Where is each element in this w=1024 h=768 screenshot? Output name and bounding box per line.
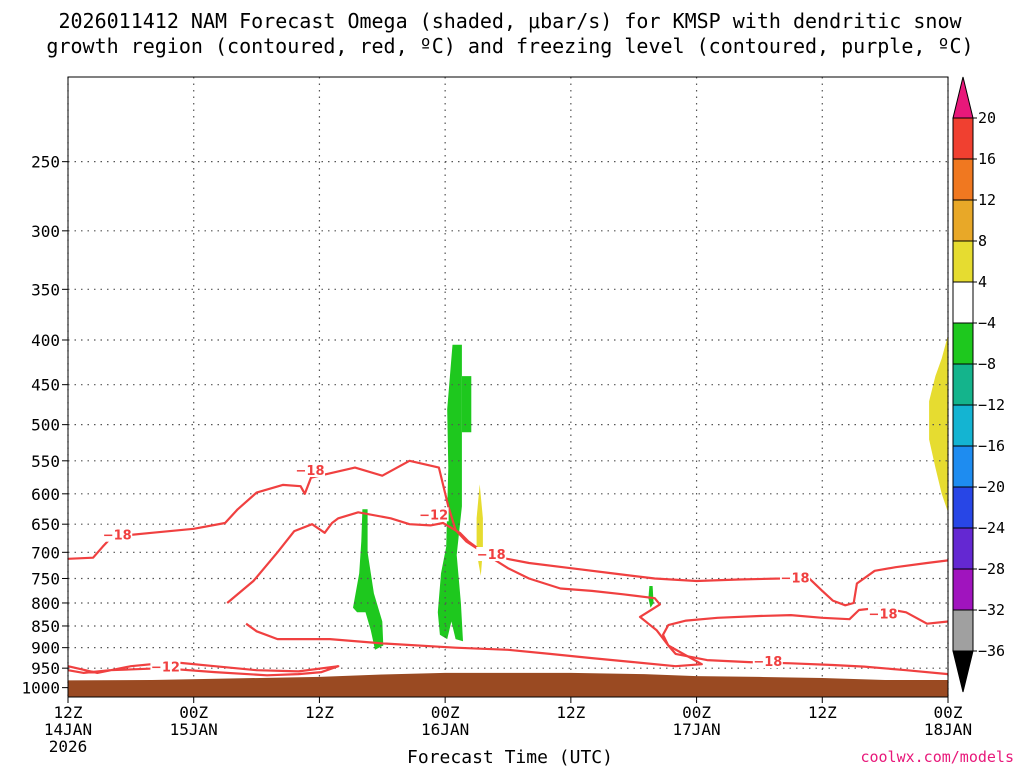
terrain	[68, 672, 948, 697]
y-tick-label-500: 500	[31, 416, 60, 435]
y-tick-label-1000: 1000	[21, 679, 60, 698]
y-tick-label-900: 900	[31, 639, 60, 658]
dgz-contour-0	[67, 459, 949, 607]
contour-label-2-0: −12	[419, 508, 448, 523]
y-tick-label-800: 800	[31, 594, 60, 613]
dgz-contour-2	[226, 511, 703, 668]
y-tick-label-400: 400	[31, 331, 60, 350]
colorbar-band-1	[952, 117, 974, 160]
y-tick-label-600: 600	[31, 485, 60, 504]
x-tick-label-0-0: 12Z	[54, 703, 83, 722]
contour-label-bg-4-0	[752, 654, 783, 669]
x-tick-label-48-0: 12Z	[556, 703, 585, 722]
colorbar-label-12: −32	[978, 601, 1005, 619]
colorbar-band-14	[952, 650, 974, 693]
omega-shade-ascent-column-a	[437, 344, 463, 642]
contour-label-bg-0-1	[295, 463, 325, 478]
y-tick-label-850: 850	[31, 617, 60, 636]
x-tick-label-36-0: 00Z	[431, 703, 460, 722]
colorbar-band-12	[952, 568, 974, 611]
x-axis-label: Forecast Time (UTC)	[407, 747, 613, 768]
contour-label-bg-1-0	[150, 659, 181, 674]
x-tick-label-60-0: 00Z	[682, 703, 711, 722]
omega-shade-ascent-column-a-lobe	[461, 376, 472, 433]
plot-area: −18 −18 −18 −18 −18 −12 −12 −18	[67, 76, 949, 698]
y-tick-label-700: 700	[31, 543, 60, 562]
colorbar-label-3: 8	[978, 232, 987, 250]
contour-label-0-1: −18	[296, 464, 325, 479]
colorbar-band-9	[952, 445, 974, 488]
contour-label-0-0: −18	[103, 529, 132, 544]
colorbar-label-9: −20	[978, 478, 1005, 496]
colorbar-label-4: 4	[978, 273, 987, 291]
x-tick-label-0-2: 2026	[49, 737, 88, 756]
x-tick-label-84-1: 18JAN	[924, 720, 972, 739]
omega-shading	[353, 335, 948, 650]
omega-shade-ascent-column-b	[353, 509, 384, 650]
y-tick-label-300: 300	[31, 222, 60, 241]
colorbar-band-10	[952, 486, 974, 529]
contour-label-4-0: −18	[753, 655, 782, 670]
colorbar-label-7: −12	[978, 396, 1005, 414]
plot-background	[68, 77, 948, 697]
colorbar-label-8: −16	[978, 437, 1005, 455]
dgz-contour-3	[661, 606, 949, 646]
terrain-fill	[68, 672, 948, 697]
colorbar-band-13	[952, 609, 974, 652]
dgz-contour-4	[667, 644, 949, 676]
colorbar-label-2: 12	[978, 191, 996, 209]
chart-title-line-2: growth region (contoured, red, ºC) and f…	[46, 34, 973, 58]
x-tick-label-12-1: 15JAN	[170, 720, 218, 739]
x-tick-label-12-0: 00Z	[179, 703, 208, 722]
y-tick-label-450: 450	[31, 376, 60, 395]
contour-label-0-3: −18	[781, 571, 810, 586]
plot-frame	[67, 76, 949, 698]
y-tick-label-950: 950	[31, 659, 60, 678]
y-tick-label-350: 350	[31, 280, 60, 299]
contour-label-bg-0-3	[780, 570, 811, 585]
y-tick-label-250: 250	[31, 153, 60, 172]
contour-label-bg-2-0	[418, 507, 449, 522]
y-tick-label-550: 550	[31, 452, 60, 471]
x-tick-label-0-1: 14JAN	[44, 720, 92, 739]
colorbar-label-6: −8	[978, 355, 996, 373]
x-tick-label-72-0: 12Z	[808, 703, 837, 722]
contour-label-bg-0-2	[476, 547, 507, 562]
dgz-contour-labels: −18 −18 −18 −18 −18 −12 −12 −18	[102, 463, 899, 675]
dgz-contours	[67, 459, 949, 677]
contour-label-bg-0-0	[102, 527, 133, 542]
contour-label-0-4: −18	[869, 608, 898, 623]
colorbar-label-13: −36	[978, 642, 1005, 660]
x-tick-label-36-1: 16JAN	[421, 720, 469, 739]
colorbar-label-11: −28	[978, 560, 1005, 578]
colorbar-band-0	[952, 76, 974, 119]
colorbar-band-8	[952, 404, 974, 447]
colorbar-band-6	[952, 322, 974, 365]
colorbar-label-10: −24	[978, 519, 1005, 537]
contour-label-0-2: −18	[477, 548, 506, 563]
x-tick-label-84-0: 00Z	[934, 703, 963, 722]
colorbar-band-5	[952, 281, 974, 324]
colorbar-band-4	[952, 240, 974, 283]
colorbar-label-5: −4	[978, 314, 996, 332]
y-tick-label-650: 650	[31, 515, 60, 534]
colorbar-band-3	[952, 199, 974, 242]
contour-label-bg-0-4	[868, 606, 899, 621]
x-tick-label-24-0: 12Z	[305, 703, 334, 722]
y-tick-label-750: 750	[31, 569, 60, 588]
contour-label-1-0: −12	[151, 660, 180, 675]
colorbar-label-1: 16	[978, 150, 996, 168]
colorbar: 20 16 12 8 4 −4 −8 −12 −16 −20 −24 −28 −32 −36	[952, 76, 1005, 693]
colorbar-label-0: 20	[978, 109, 996, 127]
x-tick-label-60-1: 17JAN	[672, 720, 720, 739]
colorbar-band-11	[952, 527, 974, 570]
credit-text: coolwx.com/models	[860, 748, 1014, 766]
colorbar-band-2	[952, 158, 974, 201]
colorbar-band-7	[952, 363, 974, 406]
chart-title-line-1: 2026011412 NAM Forecast Omega (shaded, μ…	[58, 9, 962, 33]
omega-shade-descent-right-edge	[929, 335, 948, 513]
y-axis: 250 300 350 400 450 500 550 600 650 700 750 800 850 9…	[21, 153, 68, 698]
